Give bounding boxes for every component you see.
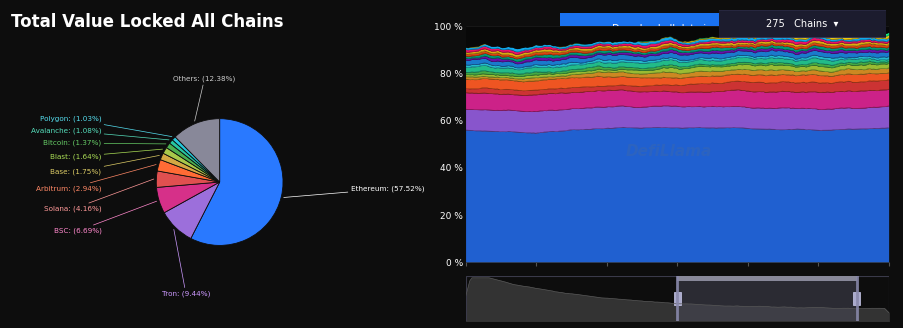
Text: Blast: (1.64%): Blast: (1.64%) bbox=[50, 149, 163, 160]
Text: Download all data in .csv: Download all data in .csv bbox=[611, 24, 734, 34]
Text: Total Value Locked All Chains: Total Value Locked All Chains bbox=[11, 13, 283, 31]
FancyBboxPatch shape bbox=[712, 10, 891, 38]
Text: Ethereum: (57.52%): Ethereum: (57.52%) bbox=[284, 186, 424, 197]
Bar bbox=[673, 292, 680, 305]
Wedge shape bbox=[191, 119, 283, 245]
Wedge shape bbox=[170, 140, 219, 182]
Text: Tron: (9.44%): Tron: (9.44%) bbox=[162, 229, 209, 297]
Text: BSC: (6.69%): BSC: (6.69%) bbox=[53, 201, 156, 234]
Text: DefiLlama: DefiLlama bbox=[625, 144, 711, 159]
Text: Solana: (4.16%): Solana: (4.16%) bbox=[43, 179, 154, 212]
Wedge shape bbox=[163, 148, 219, 182]
Wedge shape bbox=[172, 137, 219, 182]
Wedge shape bbox=[157, 160, 219, 182]
FancyBboxPatch shape bbox=[546, 11, 799, 46]
Text: Base: (1.75%): Base: (1.75%) bbox=[51, 155, 159, 175]
Wedge shape bbox=[156, 171, 219, 187]
Text: Avalanche: (1.08%): Avalanche: (1.08%) bbox=[31, 127, 169, 140]
Text: Others: (12.38%): Others: (12.38%) bbox=[173, 76, 236, 121]
Wedge shape bbox=[160, 153, 219, 182]
Text: Arbitrum: (2.94%): Arbitrum: (2.94%) bbox=[36, 165, 156, 192]
Wedge shape bbox=[166, 143, 219, 182]
Bar bbox=[852, 292, 860, 305]
Wedge shape bbox=[164, 182, 219, 238]
Text: 275   Chains  ▾: 275 Chains ▾ bbox=[765, 19, 838, 29]
Text: Bitcoin: (1.37%): Bitcoin: (1.37%) bbox=[43, 140, 166, 146]
Wedge shape bbox=[175, 119, 219, 182]
Text: Polygon: (1.03%): Polygon: (1.03%) bbox=[40, 115, 172, 137]
Wedge shape bbox=[156, 182, 219, 213]
